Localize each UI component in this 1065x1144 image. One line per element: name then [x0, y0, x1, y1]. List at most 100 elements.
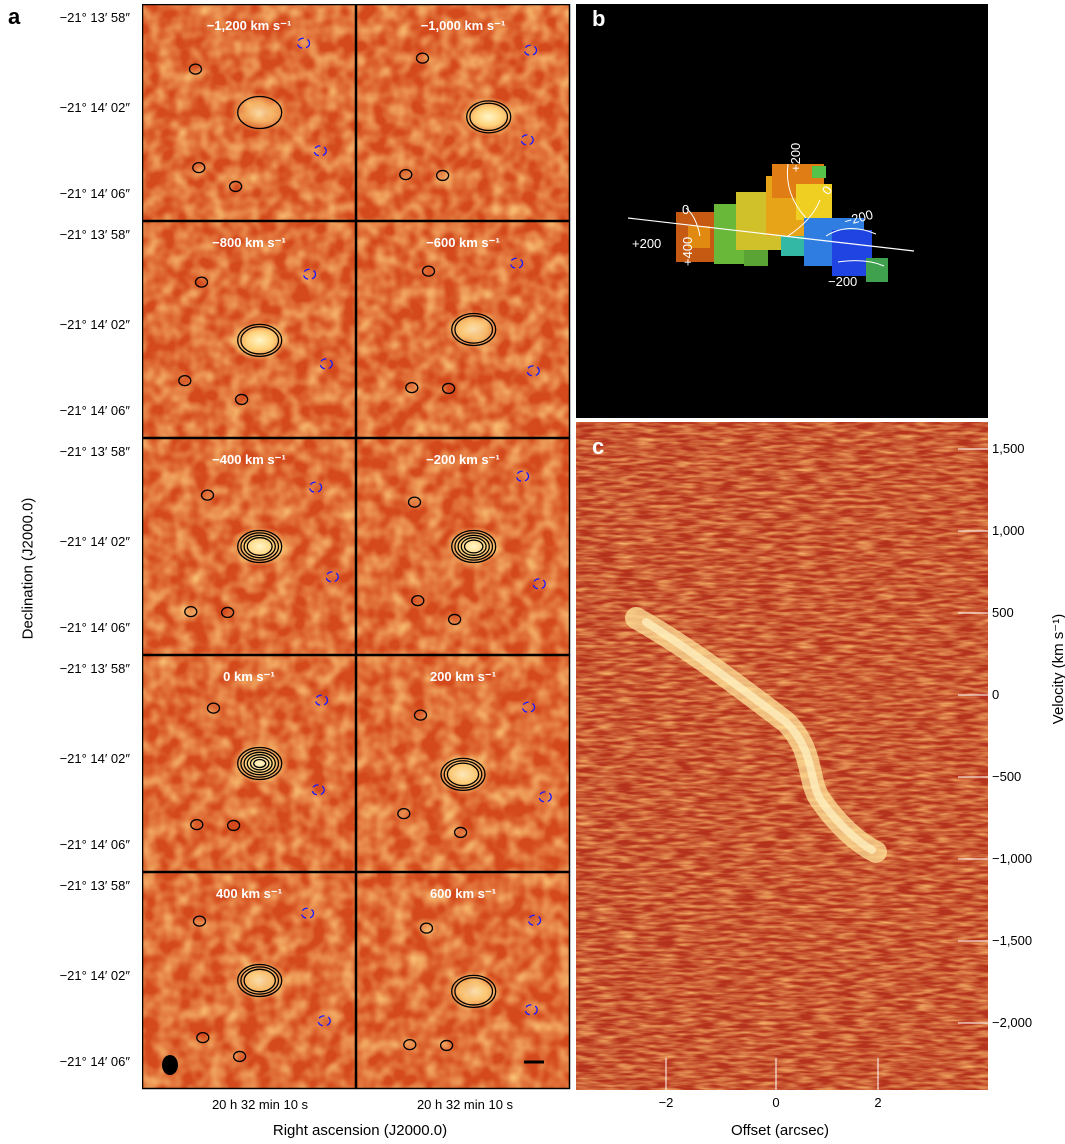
positive-contour: [243, 751, 276, 776]
dec-tick-label: −21° 14′ 06″: [59, 620, 130, 635]
positive-contour: [441, 382, 456, 395]
positive-contour: [220, 606, 235, 619]
dec-tick-label: −21° 14′ 06″: [59, 186, 130, 201]
channel-velocity-label: −200 km s⁻¹: [426, 452, 500, 467]
pv-x-tick-label: 0: [772, 1095, 780, 1110]
negative-contour: [521, 701, 536, 713]
channel-map-grid: −1,200 km s⁻¹ −1,000 km s⁻¹ −800 km s⁻¹ −60…: [142, 4, 571, 1090]
panel-label-b: b: [592, 6, 606, 31]
panel-a-y-axis-title: Declination (J2000.0): [19, 497, 37, 640]
positive-contour: [240, 966, 280, 995]
negative-contour: [526, 365, 540, 377]
positive-contour: [237, 323, 283, 358]
pv-tick-marks: [665, 448, 988, 1090]
dec-tick-label: −21° 13′ 58″: [59, 10, 130, 25]
contour-label-5: +400: [680, 237, 695, 266]
dec-tick-label: −21° 14′ 02″: [59, 534, 130, 549]
pv-y-tick-label: 1,000: [992, 523, 1025, 538]
positive-contour: [419, 922, 434, 934]
positive-contour: [451, 974, 497, 1008]
channel-velocity-label: −600 km s⁻¹: [426, 235, 500, 250]
contour-label-7: −200: [828, 274, 857, 289]
dec-tick-label: −21° 14′ 06″: [59, 1054, 130, 1069]
positive-contour: [466, 100, 512, 134]
contour-label-3: −200: [842, 207, 874, 229]
positive-contour: [411, 594, 425, 607]
positive-contour: [243, 534, 276, 559]
positive-contour: [192, 915, 207, 927]
negative-contour: [311, 784, 325, 796]
channel-velocity-label: −800 km s⁻¹: [212, 235, 286, 250]
dec-tick-label: −21° 14′ 02″: [59, 751, 130, 766]
positive-contour: [421, 265, 436, 277]
positive-contour: [397, 807, 411, 820]
positive-contour: [454, 532, 494, 561]
pv-y-tick-label: −500: [992, 769, 1022, 784]
positive-contour: [237, 95, 283, 130]
negative-contour: [314, 694, 329, 706]
positive-contour: [190, 818, 204, 831]
positive-contour: [463, 539, 484, 554]
negative-contour: [325, 571, 339, 583]
dec-tick-label: −21° 14′ 06″: [59, 837, 130, 852]
channel-velocity-label: 200 km s⁻¹: [430, 669, 496, 684]
positive-contour: [399, 168, 413, 181]
channel-velocity-label: 400 km s⁻¹: [216, 886, 282, 901]
panel-c-x-axis-title: Offset (arcsec): [730, 1122, 830, 1139]
positive-contour: [240, 749, 280, 778]
channel-map-8: 400 km s⁻¹: [142, 871, 357, 1090]
positive-contour: [237, 746, 283, 781]
positive-contour: [234, 393, 249, 406]
contour-label-1: +200: [788, 143, 803, 172]
negative-contour: [302, 268, 317, 280]
channel-map-2: −800 km s⁻¹: [142, 220, 357, 439]
negative-contour: [538, 791, 552, 803]
positive-contour: [194, 276, 209, 288]
positive-contour: [246, 537, 273, 556]
positive-contour: [228, 180, 243, 193]
negative-contour: [300, 907, 315, 919]
positive-contour: [447, 613, 462, 626]
panel-a-x-tick-left: 20 h 32 min 10 s: [211, 1097, 309, 1112]
channel-velocity-label: −1,000 km s⁻¹: [421, 18, 506, 33]
positive-contour: [249, 756, 270, 771]
negative-contour: [319, 358, 333, 370]
positive-contour: [446, 762, 480, 787]
positive-contour: [196, 1031, 210, 1044]
positive-contour: [237, 963, 283, 998]
positive-contour: [405, 381, 419, 394]
dec-tick-label: −21° 14′ 02″: [59, 968, 130, 983]
channel-map-3: −600 km s⁻¹: [355, 220, 571, 439]
velocity-field-map: +200 0 −200 +200 +400 0 −200: [576, 4, 988, 418]
negative-contour: [509, 257, 524, 269]
negative-contour: [520, 134, 534, 146]
channel-map-0: −1,200 km s⁻¹: [142, 4, 357, 222]
beam-ellipse: [162, 1055, 178, 1075]
positive-contour: [246, 754, 273, 773]
positive-contour: [451, 529, 497, 564]
panel-a-x-axis-title: Right ascension (J2000.0): [272, 1122, 448, 1139]
positive-contour: [240, 532, 280, 561]
positive-contour: [413, 709, 428, 721]
positive-contour: [184, 605, 198, 618]
pv-y-tick-label: 500: [992, 605, 1014, 620]
positive-contour: [407, 496, 422, 508]
positive-contour: [454, 977, 494, 1006]
pv-y-tick-label: 0: [992, 687, 1000, 702]
positive-contour: [453, 826, 468, 839]
pv-x-tick-label: −2: [658, 1095, 674, 1110]
dec-tick-label: −21° 14′ 02″: [59, 317, 130, 332]
positive-contour: [435, 169, 450, 182]
positive-contour: [206, 702, 221, 714]
channel-velocity-label: 600 km s⁻¹: [430, 886, 496, 901]
dec-tick-label: −21° 13′ 58″: [59, 661, 130, 676]
dec-tick-label: −21° 14′ 06″: [59, 403, 130, 418]
negative-contour: [532, 578, 546, 590]
positive-contour: [460, 537, 487, 556]
dec-tick-label: −21° 13′ 58″: [59, 444, 130, 459]
pv-y-tick-label: −1,500: [992, 933, 1033, 948]
positive-contour: [439, 1039, 454, 1052]
positive-contour: [240, 326, 280, 355]
panel-label-c: c: [592, 434, 605, 459]
positive-contour: [188, 63, 203, 75]
